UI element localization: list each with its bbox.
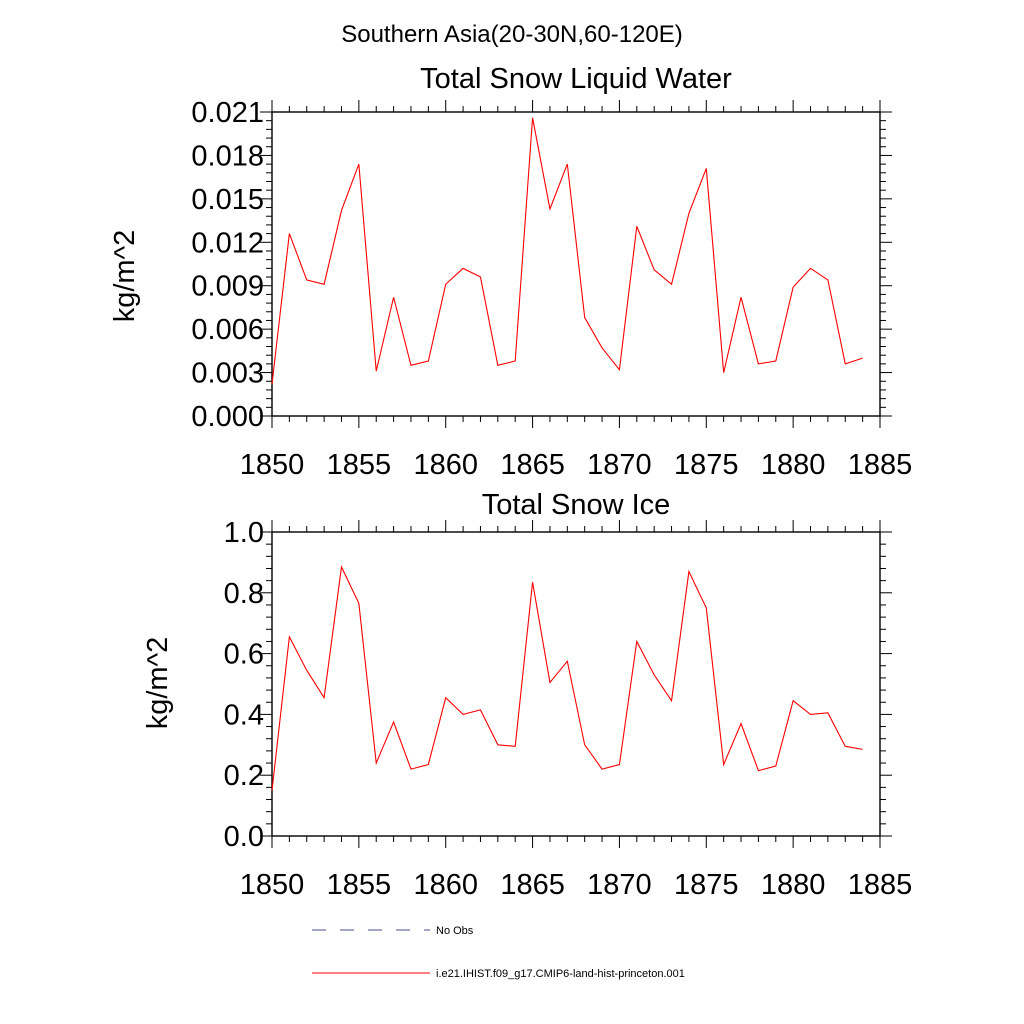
y-tick-label: 0.2: [224, 760, 264, 792]
y-tick-label: 0.009: [191, 271, 264, 303]
x-tick-label: 1870: [587, 869, 652, 901]
y-tick-label: 0.003: [191, 358, 264, 390]
x-tick-label: 1875: [674, 869, 739, 901]
x-tick-label: 1870: [587, 449, 652, 481]
chart-title: Total Snow Liquid Water: [420, 63, 732, 95]
x-tick-label: 1875: [674, 449, 739, 481]
y-tick-label: 0.015: [191, 184, 264, 216]
y-tick-label: 0.021: [191, 97, 264, 129]
plot-frame: [271, 111, 881, 417]
chart-title: Total Snow Ice: [482, 489, 671, 521]
y-tick-label: 1.0: [224, 517, 264, 549]
x-tick-label: 1860: [413, 449, 478, 481]
y-tick-label: 0.0: [224, 821, 264, 853]
x-tick-label: 1885: [848, 449, 913, 481]
y-axis-label: kg/m^2: [109, 230, 141, 323]
y-tick-label: 0.012: [191, 227, 264, 259]
x-tick-label: 1860: [413, 869, 478, 901]
panel-snow-ice: Total Snow Ice kg/m^2 1850 1855 1860 1865 18…: [142, 489, 912, 901]
series-line: [271, 565, 863, 791]
legend-label-model: i.e21.IHIST.f09_g17.CMIP6-land-hist-prin…: [436, 968, 685, 980]
y-tick-label: 0.018: [191, 140, 264, 172]
legend-label-no-obs: No Obs: [436, 925, 474, 937]
y-axis-label: kg/m^2: [142, 637, 174, 730]
y-tick-label: 0.4: [224, 699, 264, 731]
plot-frame: [271, 531, 881, 837]
x-tick-label: 1855: [327, 449, 392, 481]
y-tick-label: 0.000: [191, 401, 264, 433]
x-tick-label: 1885: [848, 869, 913, 901]
panel-snow-liquid-water: Total Snow Liquid Water kg/m^2 1850 1855 1…: [109, 63, 912, 481]
x-tick-label: 1880: [761, 869, 826, 901]
x-tick-label: 1865: [500, 869, 565, 901]
x-tick-label: 1850: [240, 869, 305, 901]
figure-suptitle: Southern Asia(20-30N,60-120E): [341, 21, 683, 48]
legend: No Obs i.e21.IHIST.f09_g17.CMIP6-land-hi…: [312, 925, 685, 980]
x-tick-label: 1880: [761, 449, 826, 481]
y-tick-label: 0.006: [191, 314, 264, 346]
series-line: [271, 117, 863, 385]
y-tick-label: 0.6: [224, 639, 264, 671]
x-tick-label: 1865: [500, 449, 565, 481]
x-tick-label: 1850: [240, 449, 305, 481]
x-tick-label: 1855: [327, 869, 392, 901]
y-tick-label: 0.8: [224, 578, 264, 610]
